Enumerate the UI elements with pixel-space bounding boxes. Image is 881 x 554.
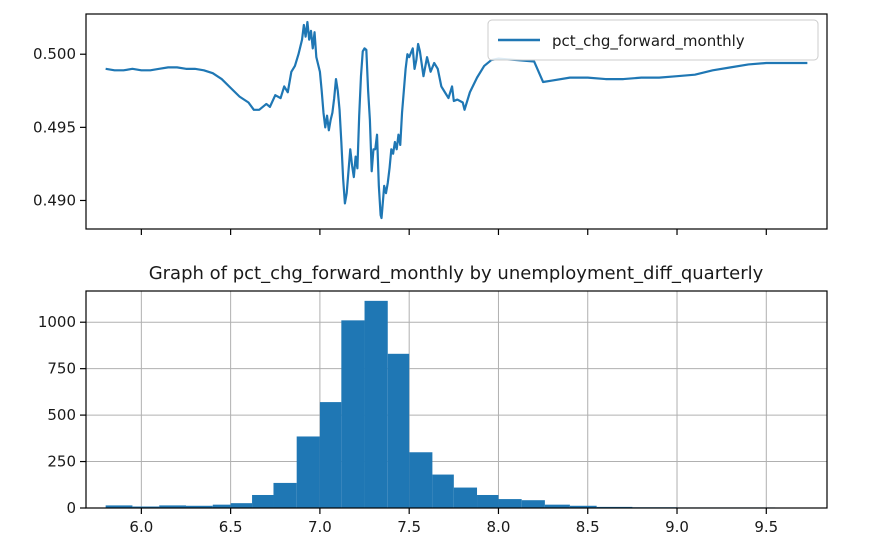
line-series	[105, 20, 808, 220]
y-tick-label: 0.495	[33, 118, 76, 136]
histogram-frame	[85, 290, 828, 509]
histogram-panel: Graph of pct_chg_forward_monthly by unem…	[38, 263, 828, 536]
histogram-bar	[296, 436, 320, 508]
line-chart-panel: 0.490 0.495 0.500 pct_chg_forward_monthly	[33, 13, 828, 235]
line-chart-frame	[85, 13, 828, 230]
histogram-bar	[230, 503, 253, 508]
y-tick-label: 500	[47, 406, 76, 424]
histogram-bar	[569, 505, 597, 508]
histogram-bar	[477, 494, 499, 508]
x-tick-label: 9.0	[665, 518, 689, 536]
x-tick-label: 7.0	[308, 518, 332, 536]
histogram-bars	[105, 300, 810, 508]
histogram-bar	[544, 504, 570, 508]
histogram-bar	[453, 487, 478, 508]
y-tick-label: 750	[47, 360, 76, 378]
histogram-bar	[319, 402, 342, 508]
x-tick-label: 7.5	[397, 518, 421, 536]
histogram-bar	[273, 482, 297, 508]
histogram-bar	[159, 505, 186, 508]
histogram-bar	[105, 505, 133, 508]
histogram-bar	[521, 500, 545, 508]
histogram-bar	[432, 474, 454, 508]
histogram-grid	[86, 291, 827, 509]
line-x-axis	[140, 229, 767, 235]
histogram-bar	[341, 320, 365, 508]
y-tick-label: 0.490	[33, 191, 76, 209]
histogram-y-axis: 0 250 500 750 1000	[38, 313, 86, 517]
legend-box	[487, 19, 819, 61]
y-tick-label: 1000	[38, 313, 76, 331]
line-series-group	[105, 20, 808, 220]
x-tick-label: 6.0	[129, 518, 153, 536]
x-tick-label: 6.5	[219, 518, 243, 536]
histogram-bar	[498, 499, 522, 508]
x-tick-label: 9.5	[754, 518, 778, 536]
histogram-bar	[185, 505, 213, 508]
histogram-bar	[132, 506, 160, 508]
histogram-bar	[387, 353, 410, 508]
x-tick-label: 8.5	[576, 518, 600, 536]
legend: pct_chg_forward_monthly	[487, 19, 819, 61]
histogram-bar	[364, 300, 388, 508]
histogram-x-axis: 6.0 6.5 7.0 7.5 8.0 8.5 9.0 9.5	[129, 508, 778, 536]
y-tick-label: 0.500	[33, 45, 76, 63]
x-tick-label: 8.0	[487, 518, 511, 536]
legend-entry-label: pct_chg_forward_monthly	[552, 32, 745, 51]
line-y-axis: 0.490 0.495 0.500	[33, 45, 86, 209]
histogram-bar	[409, 452, 433, 508]
y-tick-label: 0	[66, 499, 76, 517]
y-tick-label: 250	[47, 453, 76, 471]
histogram-title: Graph of pct_chg_forward_monthly by unem…	[149, 263, 764, 284]
histogram-bar	[252, 494, 274, 508]
histogram-bar	[212, 504, 231, 508]
